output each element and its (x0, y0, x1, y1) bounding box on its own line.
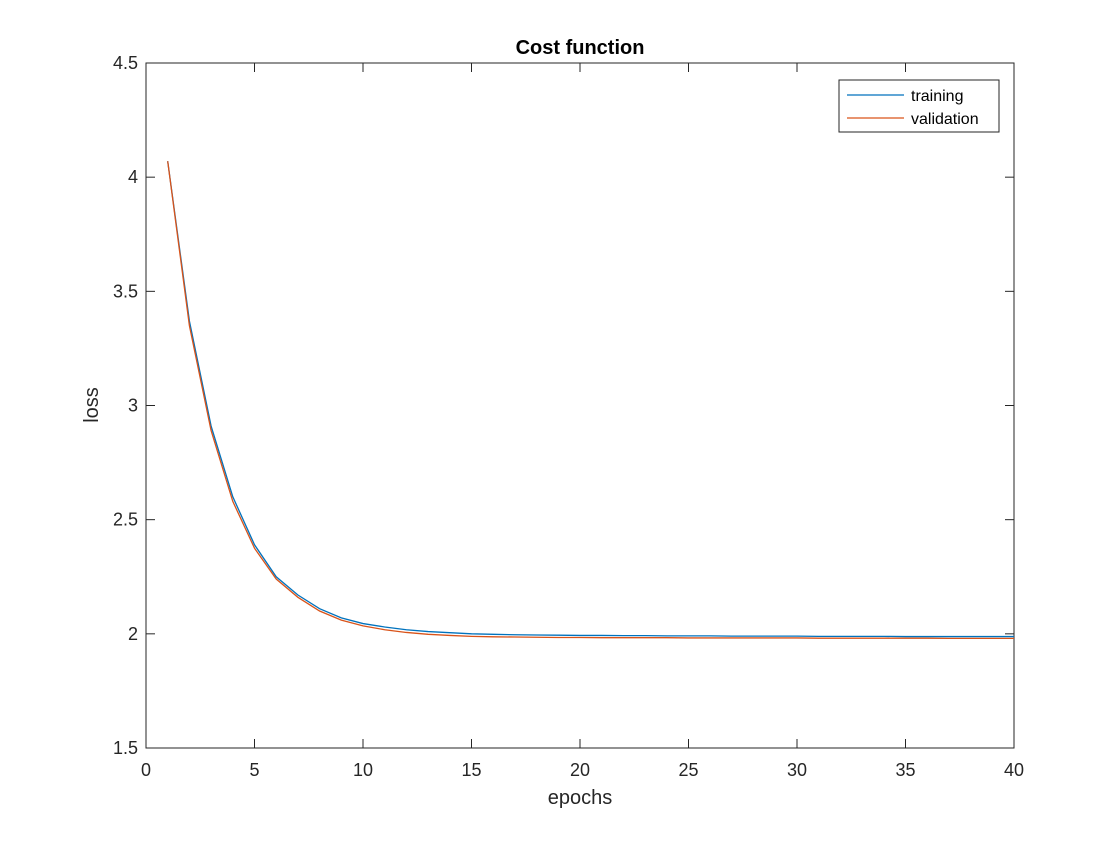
y-tick-label: 2.5 (113, 510, 138, 530)
x-tick-label: 30 (787, 760, 807, 780)
legend-box (838, 79, 1000, 133)
x-tick-label: 5 (249, 760, 259, 780)
y-tick-label: 3 (128, 396, 138, 416)
x-tick-label: 25 (678, 760, 698, 780)
x-tick-label: 40 (1004, 760, 1024, 780)
series-line-training (167, 161, 1014, 638)
y-tick-label: 2 (128, 624, 138, 644)
x-tick-label: 35 (895, 760, 915, 780)
legend-label-training: training (911, 88, 963, 105)
y-tick-label: 1.5 (113, 738, 138, 758)
y-tick-label: 4 (128, 167, 138, 187)
y-tick-label: 3.5 (113, 281, 138, 301)
x-tick-label: 10 (353, 760, 373, 780)
x-tick-label: 20 (570, 760, 590, 780)
x-axis-label: epochs (548, 787, 613, 809)
x-tick-label: 15 (461, 760, 481, 780)
legend-label-validation: validation (911, 111, 979, 128)
plot-area-frame (145, 62, 1015, 749)
x-tick-label: 0 (141, 760, 151, 780)
y-tick-label: 4.5 (113, 53, 138, 73)
series-line-validation (167, 161, 1014, 640)
y-axis-label: loss (81, 387, 103, 423)
chart-title: Cost function (516, 37, 645, 59)
